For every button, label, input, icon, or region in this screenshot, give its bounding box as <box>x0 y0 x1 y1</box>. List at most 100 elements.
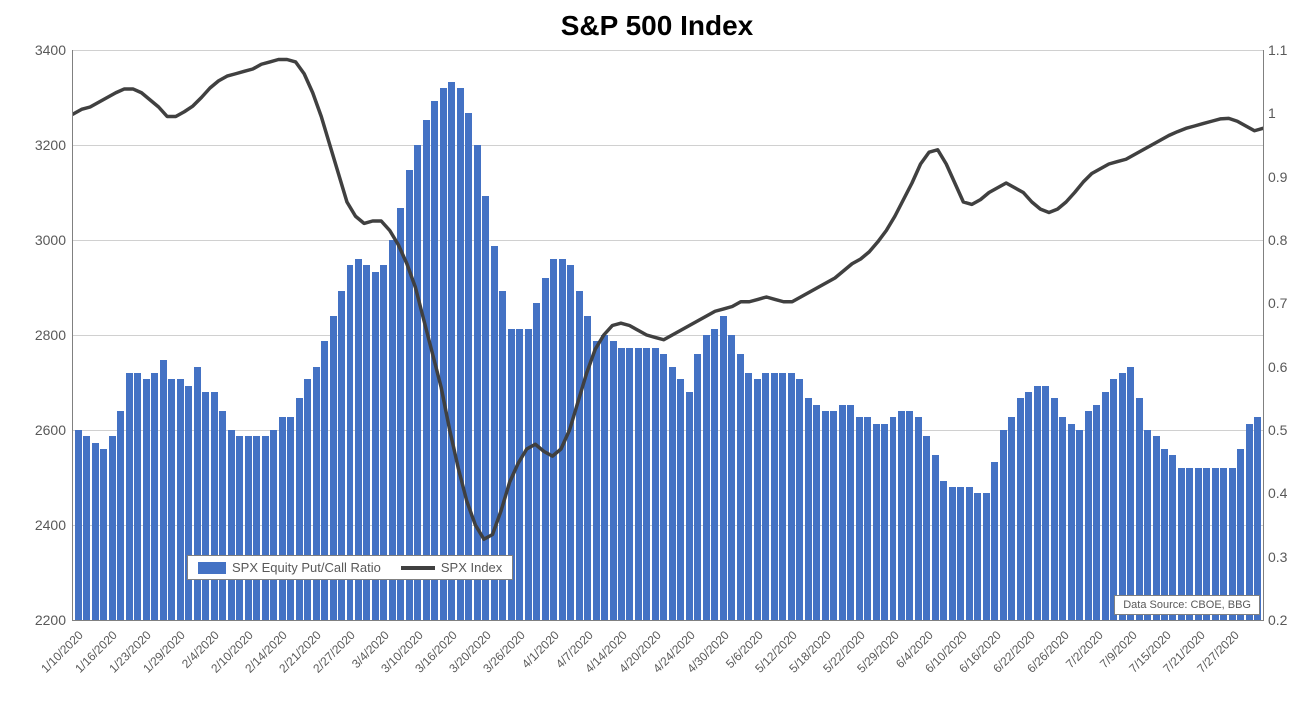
y-left-tick: 3400 <box>6 42 66 58</box>
bar <box>754 379 761 620</box>
y-left-tick: 2600 <box>6 422 66 438</box>
bar <box>194 367 201 620</box>
bar <box>660 354 667 620</box>
chart-title: S&P 500 Index <box>561 10 753 42</box>
y-right-tick: 0.7 <box>1268 295 1287 311</box>
bar <box>949 487 956 620</box>
bar <box>593 341 600 620</box>
y-right-tick: 1.1 <box>1268 42 1287 58</box>
bar <box>440 88 447 620</box>
bar <box>890 417 897 620</box>
bar <box>1017 398 1024 620</box>
bar <box>1085 411 1092 620</box>
bar <box>550 259 557 620</box>
bar <box>542 278 549 620</box>
bar <box>584 316 591 620</box>
bar <box>279 417 286 620</box>
bar <box>1034 386 1041 620</box>
bar <box>1127 367 1134 620</box>
bar <box>1093 405 1100 620</box>
legend-label-bars: SPX Equity Put/Call Ratio <box>232 560 381 575</box>
bar <box>1051 398 1058 620</box>
bar <box>626 348 633 620</box>
bar <box>168 379 175 620</box>
bar <box>974 493 981 620</box>
bar <box>262 436 269 620</box>
bar <box>160 360 167 620</box>
bar <box>847 405 854 620</box>
bar <box>134 373 141 620</box>
bar <box>762 373 769 620</box>
bar <box>830 411 837 620</box>
bar <box>431 101 438 620</box>
bar <box>1076 430 1083 620</box>
bar <box>881 424 888 620</box>
bar <box>228 430 235 620</box>
bar <box>635 348 642 620</box>
y-right-tick: 0.9 <box>1268 169 1287 185</box>
y-right-tick: 0.2 <box>1268 612 1287 628</box>
bar <box>457 88 464 620</box>
bar <box>856 417 863 620</box>
bar <box>567 265 574 620</box>
bar <box>1042 386 1049 620</box>
bar <box>601 335 608 620</box>
bar <box>822 411 829 620</box>
bar <box>219 411 226 620</box>
bar <box>983 493 990 620</box>
bar <box>796 379 803 620</box>
bar <box>313 367 320 620</box>
bar <box>966 487 973 620</box>
bar <box>92 443 99 620</box>
bar <box>414 145 421 620</box>
bar <box>1119 373 1126 620</box>
bar <box>1153 436 1160 620</box>
bar <box>117 411 124 620</box>
y-right-tick: 0.8 <box>1268 232 1287 248</box>
bar <box>915 417 922 620</box>
bar <box>703 335 710 620</box>
y-right-tick: 0.3 <box>1268 549 1287 565</box>
bar <box>940 481 947 620</box>
bar <box>1144 430 1151 620</box>
bar <box>109 436 116 620</box>
bar <box>906 411 913 620</box>
bar <box>1136 398 1143 620</box>
y-left-tick: 2800 <box>6 327 66 343</box>
legend-item-line: SPX Index <box>401 560 502 575</box>
bar <box>1025 392 1032 620</box>
bar <box>151 373 158 620</box>
bar <box>839 405 846 620</box>
bar <box>559 259 566 620</box>
plot-area <box>72 50 1264 621</box>
bar <box>898 411 905 620</box>
bar <box>923 436 930 620</box>
bar <box>711 329 718 620</box>
bar <box>1008 417 1015 620</box>
bar <box>211 392 218 620</box>
bar <box>957 487 964 620</box>
bar <box>100 449 107 620</box>
legend-label-line: SPX Index <box>441 560 502 575</box>
bar <box>202 392 209 620</box>
bar <box>864 417 871 620</box>
bar <box>423 120 430 620</box>
bar <box>287 417 294 620</box>
bar <box>465 113 472 620</box>
bar <box>1068 424 1075 620</box>
bar <box>805 398 812 620</box>
y-right-tick: 0.4 <box>1268 485 1287 501</box>
bar <box>788 373 795 620</box>
bar <box>448 82 455 620</box>
bar <box>304 379 311 620</box>
bar <box>932 455 939 620</box>
bar <box>236 436 243 620</box>
legend-item-bars: SPX Equity Put/Call Ratio <box>198 560 381 575</box>
chart-container: S&P 500 Index 22002400260028003000320034… <box>0 0 1314 711</box>
bar <box>296 398 303 620</box>
legend-swatch-line <box>401 566 435 570</box>
y-left-tick: 2400 <box>6 517 66 533</box>
bar <box>533 303 540 620</box>
bar <box>610 341 617 620</box>
bar <box>406 170 413 620</box>
